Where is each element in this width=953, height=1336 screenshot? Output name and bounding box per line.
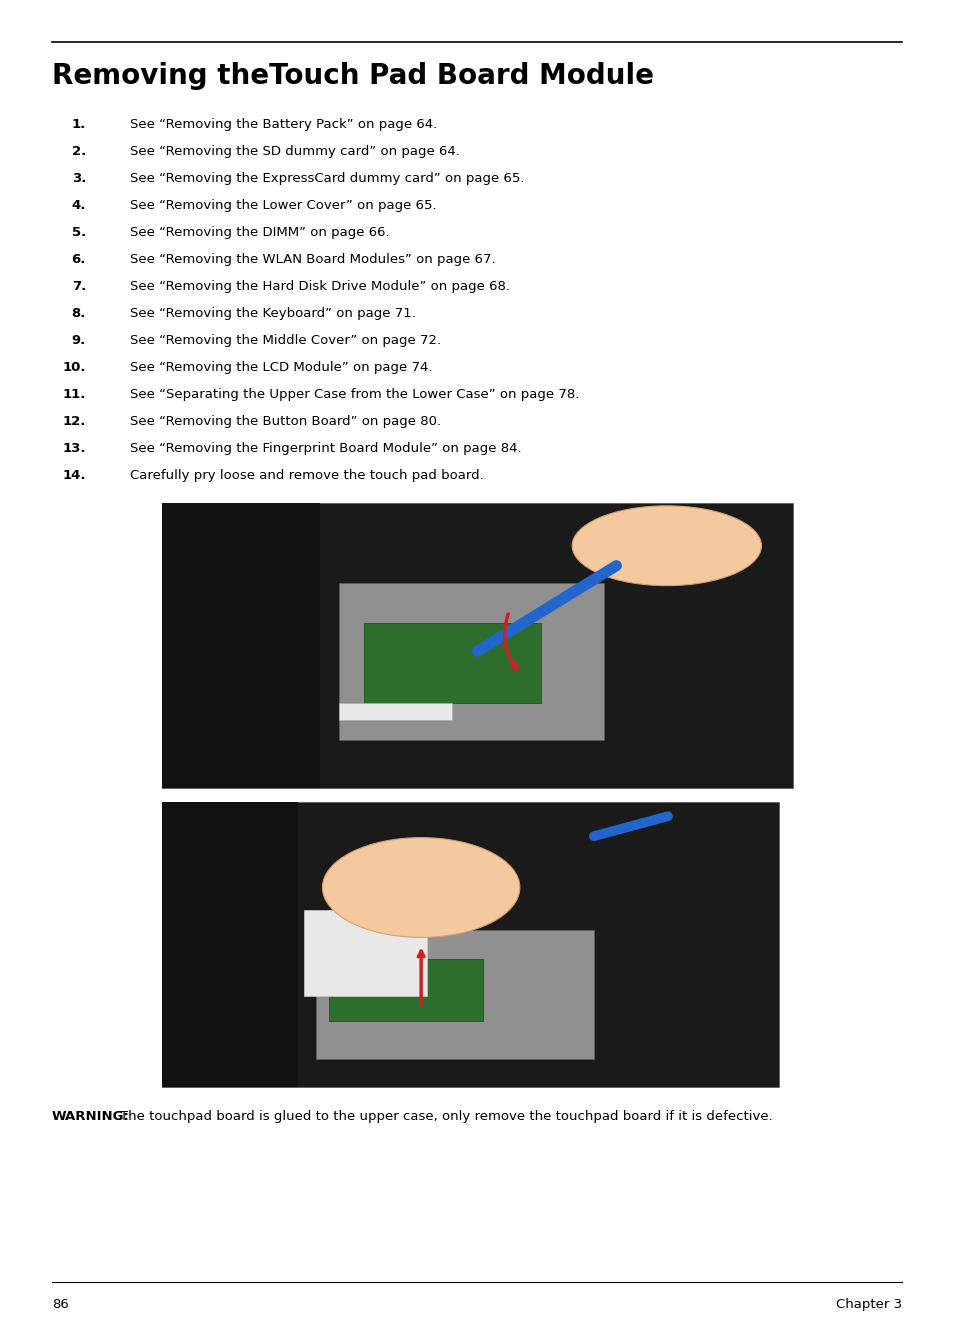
FancyBboxPatch shape [162,802,297,1088]
FancyBboxPatch shape [304,910,427,995]
FancyBboxPatch shape [162,502,792,788]
Text: 14.: 14. [63,469,86,482]
Text: 8.: 8. [71,307,86,321]
Text: See “Removing the LCD Module” on page 74.: See “Removing the LCD Module” on page 74… [130,361,432,374]
Text: 11.: 11. [63,387,86,401]
Text: Removing theTouch Pad Board Module: Removing theTouch Pad Board Module [52,61,654,90]
FancyBboxPatch shape [162,502,792,788]
Text: Carefully pry loose and remove the touch pad board.: Carefully pry loose and remove the touch… [130,469,483,482]
Text: 7.: 7. [71,281,86,293]
Text: 86: 86 [52,1299,69,1311]
Text: Chapter 3: Chapter 3 [835,1299,901,1311]
Text: 10.: 10. [63,361,86,374]
Text: See “Removing the Fingerprint Board Module” on page 84.: See “Removing the Fingerprint Board Modu… [130,442,521,456]
Text: See “Removing the Middle Cover” on page 72.: See “Removing the Middle Cover” on page … [130,334,440,347]
Text: See “Removing the Lower Cover” on page 65.: See “Removing the Lower Cover” on page 6… [130,199,436,212]
Text: 5.: 5. [71,226,86,239]
Text: 1.: 1. [71,118,86,131]
FancyBboxPatch shape [162,502,319,788]
Text: See “Removing the Button Board” on page 80.: See “Removing the Button Board” on page … [130,415,440,428]
Text: The touchpad board is glued to the upper case, only remove the touchpad board if: The touchpad board is glued to the upper… [120,1110,772,1124]
Text: 12.: 12. [63,415,86,428]
Text: 6.: 6. [71,253,86,266]
Text: See “Removing the Battery Pack” on page 64.: See “Removing the Battery Pack” on page … [130,118,436,131]
FancyBboxPatch shape [162,802,779,1088]
Text: WARNING:: WARNING: [52,1110,130,1124]
Text: See “Separating the Upper Case from the Lower Case” on page 78.: See “Separating the Upper Case from the … [130,387,578,401]
Text: See “Removing the Keyboard” on page 71.: See “Removing the Keyboard” on page 71. [130,307,416,321]
Text: 13.: 13. [63,442,86,456]
FancyBboxPatch shape [338,703,452,720]
FancyBboxPatch shape [315,930,594,1058]
FancyBboxPatch shape [363,623,540,703]
Ellipse shape [322,838,519,938]
Text: See “Removing the WLAN Board Modules” on page 67.: See “Removing the WLAN Board Modules” on… [130,253,496,266]
Ellipse shape [572,506,760,585]
Text: 3.: 3. [71,172,86,184]
Text: 4.: 4. [71,199,86,212]
Text: See “Removing the Hard Disk Drive Module” on page 68.: See “Removing the Hard Disk Drive Module… [130,281,510,293]
FancyBboxPatch shape [338,582,603,740]
FancyBboxPatch shape [328,959,482,1022]
Text: 2.: 2. [71,146,86,158]
Text: 9.: 9. [71,334,86,347]
Text: See “Removing the DIMM” on page 66.: See “Removing the DIMM” on page 66. [130,226,389,239]
Text: See “Removing the ExpressCard dummy card” on page 65.: See “Removing the ExpressCard dummy card… [130,172,524,184]
Text: See “Removing the SD dummy card” on page 64.: See “Removing the SD dummy card” on page… [130,146,459,158]
